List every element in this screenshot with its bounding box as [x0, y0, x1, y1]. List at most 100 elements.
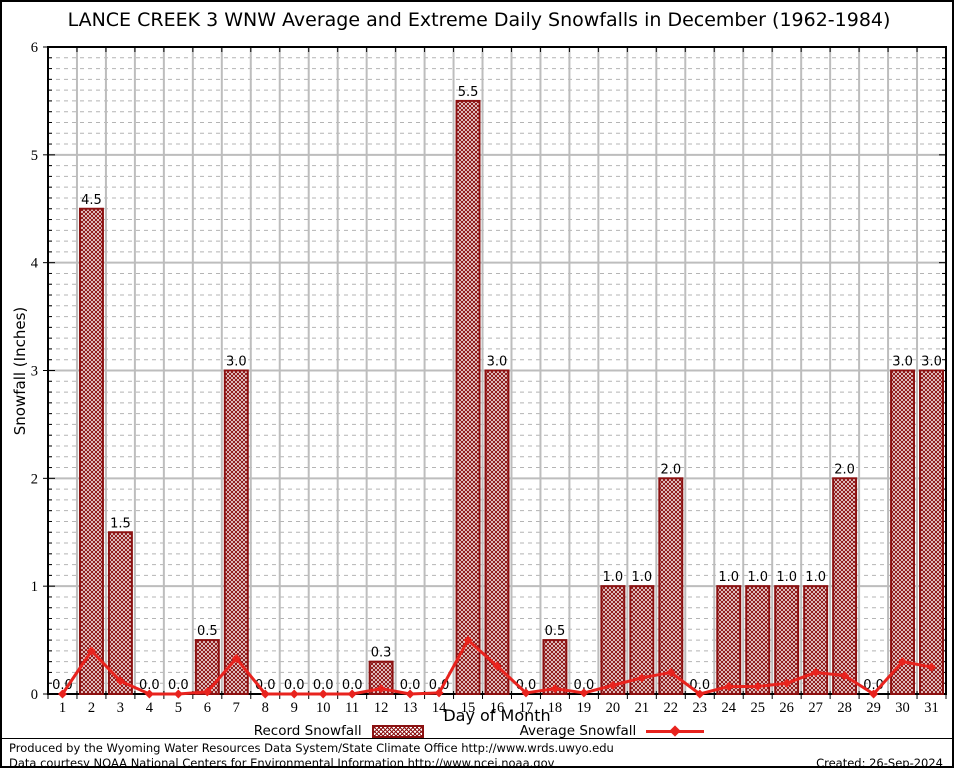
x-tick-9: 9	[291, 700, 298, 714]
chart-title: LANCE CREEK 3 WNW Average and Extreme Da…	[67, 9, 891, 31]
bar-day-7	[223, 369, 249, 695]
bar-day-2	[78, 207, 104, 695]
x-tick-13: 13	[403, 700, 418, 714]
x-tick-28: 28	[837, 700, 852, 714]
average-marker-day-22	[666, 667, 676, 677]
bar-day-21	[629, 585, 655, 696]
average-marker-day-20	[608, 680, 618, 690]
bar-label-day-10: 0.0	[313, 678, 334, 693]
average-marker-day-26	[782, 678, 792, 688]
average-marker-day-2	[86, 646, 96, 656]
average-marker-day-30	[898, 657, 908, 667]
average-marker-day-17	[521, 688, 531, 698]
bar-label-day-19: 0.0	[574, 678, 595, 693]
bar-label-day-20: 1.0	[603, 570, 624, 585]
y-tick-0: 0	[31, 687, 38, 703]
bar-day-24	[716, 585, 742, 696]
average-marker-day-7	[231, 653, 241, 663]
average-marker-day-21	[637, 673, 647, 683]
bar-day-15	[455, 99, 481, 695]
x-tick-22: 22	[664, 700, 679, 714]
average-marker-day-15	[463, 635, 473, 645]
bar-day-3	[107, 531, 133, 695]
average-marker-day-5	[173, 689, 183, 699]
record-snowfall-bars	[78, 99, 945, 696]
average-marker-day-14	[434, 688, 444, 698]
average-marker-day-3	[115, 676, 125, 686]
bar-label-day-4: 0.0	[139, 678, 160, 693]
bar-label-day-28: 2.0	[834, 462, 855, 477]
bar-label-day-24: 1.0	[718, 570, 739, 585]
x-tick-16: 16	[490, 700, 505, 714]
bar-label-day-27: 1.0	[805, 570, 826, 585]
average-marker-day-28	[840, 671, 850, 681]
x-tick-14: 14	[432, 700, 447, 714]
x-tick-19: 19	[577, 700, 592, 714]
x-tick-23: 23	[693, 700, 708, 714]
average-marker-day-11	[347, 689, 357, 699]
bar-day-28	[832, 477, 858, 696]
bar-day-16	[484, 369, 510, 695]
x-tick-30: 30	[895, 700, 910, 714]
bar-label-day-15: 5.5	[458, 85, 479, 100]
bar-label-day-16: 3.0	[487, 355, 508, 370]
average-snowfall-swatch-icon	[646, 725, 705, 737]
average-marker-day-12	[376, 684, 386, 694]
x-tick-15: 15	[461, 700, 476, 714]
x-tick-3: 3	[117, 700, 124, 714]
bar-label-day-6: 0.5	[197, 624, 218, 639]
legend-average-label: Average Snowfall	[519, 723, 637, 739]
y-tick-5: 5	[31, 148, 38, 164]
bar-label-day-13: 0.0	[400, 678, 421, 693]
y-tick-labels: 0 1 2 3 4 5 6	[31, 40, 39, 703]
legend-record: Record Snowfall	[254, 723, 424, 739]
legend-average: Average Snowfall	[520, 723, 705, 739]
average-marker-day-25	[753, 681, 763, 691]
x-tick-18: 18	[548, 700, 563, 714]
bar-label-day-5: 0.0	[168, 678, 189, 693]
average-marker-day-27	[811, 667, 821, 677]
y-tick-1: 1	[31, 579, 38, 595]
bar-label-day-1: 0.0	[52, 678, 73, 693]
x-tick-4: 4	[146, 700, 154, 714]
bar-day-26	[774, 585, 800, 696]
x-tick-5: 5	[175, 700, 182, 714]
bar-day-18	[542, 639, 568, 695]
y-tick-6: 6	[31, 40, 38, 56]
bar-day-12	[368, 660, 394, 696]
x-tick-17: 17	[519, 700, 534, 714]
average-marker-day-23	[695, 689, 705, 699]
bar-label-day-30: 3.0	[892, 355, 913, 370]
bar-day-30	[890, 369, 916, 695]
x-tick-10: 10	[316, 700, 331, 714]
x-tick-2: 2	[88, 700, 95, 714]
bar-label-day-11: 0.0	[342, 678, 363, 693]
bar-label-day-3: 1.5	[110, 516, 131, 531]
average-marker-day-29	[869, 689, 879, 699]
bar-label-day-2: 4.5	[81, 193, 102, 208]
average-marker-day-19	[579, 688, 589, 698]
x-tick-25: 25	[750, 700, 765, 714]
chart-canvas: 0.0 4.5 1.5 0.0 0.0 0.5 3.0 0.0 0.0 0.0 0.0 0.3 0.0 0…	[31, 40, 947, 714]
y-tick-2: 2	[31, 471, 38, 487]
average-marker-day-8	[260, 689, 270, 699]
x-tick-21: 21	[635, 700, 650, 714]
average-marker-day-4	[144, 689, 154, 699]
bar-label-day-9: 0.0	[284, 678, 305, 693]
x-tick-20: 20	[606, 700, 621, 714]
record-snowfall-swatch-icon	[371, 724, 424, 738]
x-tick-1: 1	[59, 700, 66, 714]
bar-label-day-7: 3.0	[226, 355, 247, 370]
bar-label-day-26: 1.0	[776, 570, 797, 585]
x-tick-24: 24	[721, 700, 736, 714]
average-snowfall-line	[57, 635, 937, 699]
x-axis-label: Day of Month	[443, 706, 551, 725]
x-tick-27: 27	[808, 700, 823, 714]
x-tick-8: 8	[262, 700, 269, 714]
footer-created-date: Created: 26-Sep-2024	[816, 756, 943, 768]
x-tick-6: 6	[204, 700, 211, 714]
footer-data-courtesy: Data courtesy NOAA National Centers for …	[9, 756, 555, 768]
x-tick-7: 7	[233, 700, 240, 714]
bar-label-day-12: 0.3	[371, 646, 392, 661]
bar-label-day-31: 3.0	[921, 355, 942, 370]
